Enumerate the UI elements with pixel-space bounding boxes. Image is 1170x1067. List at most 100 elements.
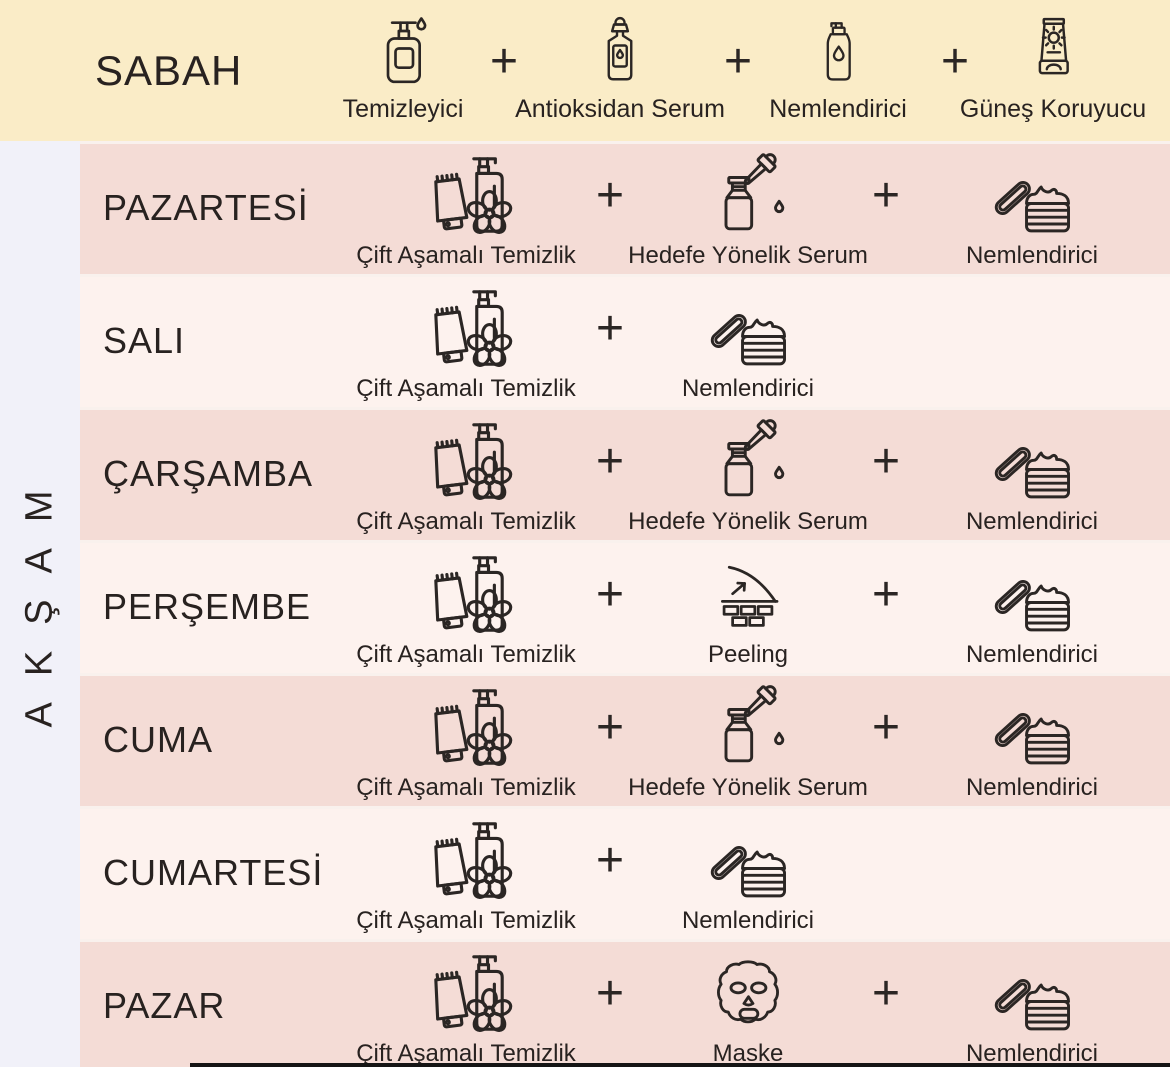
routine-step: Maske <box>598 944 898 1067</box>
cream-jar-icon <box>598 811 898 905</box>
step-label: Nemlendirici <box>681 907 815 934</box>
cream-jar-icon <box>882 412 1170 506</box>
plus-icon: + <box>871 701 901 754</box>
sheet-mask-icon <box>598 944 898 1038</box>
day-label: CUMARTESİ <box>103 852 324 894</box>
plus-icon: + <box>595 834 625 887</box>
day-row-pazar: PAZAR Çift Aşamalı Temizlik + <box>80 942 1170 1067</box>
morning-step-label: Antioksidan Serum <box>515 95 725 123</box>
morning-step-cleanser: Temizleyici <box>288 4 518 124</box>
step-label: Nemlendirici <box>965 242 1099 269</box>
morning-header: SABAH Temizleyici + Antioksidan Serum + <box>0 0 1170 141</box>
double-cleanse-icon <box>316 279 616 373</box>
routine-step: Hedefe Yönelik Serum <box>598 678 898 802</box>
routine-step: Nemlendirici <box>598 811 898 935</box>
cream-jar-icon <box>882 545 1170 639</box>
serum-dropper-icon <box>598 146 898 240</box>
routine-step: Nemlendirici <box>882 412 1170 536</box>
double-cleanse-icon <box>316 811 616 905</box>
step-label: Maske <box>712 1040 784 1067</box>
step-label: Hedefe Yönelik Serum <box>628 242 868 269</box>
morning-step-sunscreen: Güneş Koruyucu <box>938 4 1168 124</box>
morning-step-antioxidant-serum: Antioksidan Serum <box>505 4 735 124</box>
routine-step: Hedefe Yönelik Serum <box>598 146 898 270</box>
step-label: Çift Aşamalı Temizlik <box>356 1040 576 1067</box>
day-row-persembe: PERŞEMBE Çift Aşamalı Temizlik <box>80 543 1170 673</box>
routine-step: Çift Aşamalı Temizlik <box>316 279 616 403</box>
routine-step: Hedefe Yönelik Serum <box>598 412 898 536</box>
serum-dropper-icon <box>598 412 898 506</box>
routine-step: Çift Aşamalı Temizlik <box>316 811 616 935</box>
morning-step-label: Nemlendirici <box>769 95 907 123</box>
morning-step-label: Temizleyici <box>342 95 464 123</box>
plus-icon: + <box>723 35 753 88</box>
cream-jar-icon <box>882 678 1170 772</box>
day-row-cumartesi: CUMARTESİ Çift Aşamalı Temizlik <box>80 809 1170 939</box>
plus-icon: + <box>595 302 625 355</box>
double-cleanse-icon <box>316 944 616 1038</box>
routine-step: Çift Aşamalı Temizlik <box>316 146 616 270</box>
serum-dropper-icon <box>598 678 898 772</box>
lotion-bottle-icon <box>723 4 953 92</box>
cream-jar-icon <box>598 279 898 373</box>
day-row-sali: SALI Çift Aşamalı Temizlik + <box>80 277 1170 407</box>
day-label: PERŞEMBE <box>103 586 312 628</box>
step-label: Çift Aşamalı Temizlik <box>356 774 576 801</box>
morning-step-moisturizer: Nemlendirici <box>723 4 953 124</box>
pump-bottle-icon <box>288 4 518 92</box>
double-cleanse-icon <box>316 146 616 240</box>
day-label: CUMA <box>103 719 213 761</box>
plus-icon: + <box>871 568 901 621</box>
evening-sidebar: AKŞAM <box>0 141 80 1067</box>
step-label: Nemlendirici <box>681 375 815 402</box>
routine-step: Çift Aşamalı Temizlik <box>316 412 616 536</box>
routine-step: Nemlendirici <box>882 146 1170 270</box>
routine-step: Peeling <box>598 545 898 669</box>
day-label: PAZARTESİ <box>103 187 309 229</box>
day-row-pazartesi: PAZARTESİ Çift Aşamalı Temizlik <box>80 144 1170 274</box>
evening-title: AKŞAM <box>18 464 61 728</box>
step-label: Çift Aşamalı Temizlik <box>356 242 576 269</box>
routine-step: Nemlendirici <box>882 678 1170 802</box>
step-label: Hedefe Yönelik Serum <box>628 508 868 535</box>
bottom-crop-bar <box>190 1063 1170 1067</box>
step-label: Çift Aşamalı Temizlik <box>356 641 576 668</box>
double-cleanse-icon <box>316 545 616 639</box>
step-label: Peeling <box>707 641 789 668</box>
step-label: Nemlendirici <box>965 641 1099 668</box>
morning-title: SABAH <box>95 46 243 94</box>
plus-icon: + <box>871 967 901 1020</box>
plus-icon: + <box>595 701 625 754</box>
step-label: Çift Aşamalı Temizlik <box>356 508 576 535</box>
sunscreen-tube-icon <box>938 4 1168 92</box>
routine-step: Çift Aşamalı Temizlik <box>316 545 616 669</box>
step-label: Nemlendirici <box>965 774 1099 801</box>
plus-icon: + <box>595 435 625 488</box>
plus-icon: + <box>871 435 901 488</box>
day-label: ÇARŞAMBA <box>103 453 314 495</box>
routine-step: Nemlendirici <box>598 279 898 403</box>
plus-icon: + <box>940 35 970 88</box>
step-label: Çift Aşamalı Temizlik <box>356 907 576 934</box>
morning-step-label: Güneş Koruyucu <box>959 95 1147 123</box>
cream-jar-icon <box>882 146 1170 240</box>
double-cleanse-icon <box>316 412 616 506</box>
step-label: Nemlendirici <box>965 508 1099 535</box>
plus-icon: + <box>595 568 625 621</box>
step-label: Çift Aşamalı Temizlik <box>356 375 576 402</box>
routine-step: Çift Aşamalı Temizlik <box>316 678 616 802</box>
double-cleanse-icon <box>316 678 616 772</box>
plus-icon: + <box>489 35 519 88</box>
routine-step: Nemlendirici <box>882 944 1170 1067</box>
peeling-icon <box>598 545 898 639</box>
day-row-carsamba: ÇARŞAMBA Çift Aşamalı Temizlik <box>80 410 1170 540</box>
dropper-bottle-icon <box>505 4 735 92</box>
day-label: PAZAR <box>103 985 226 1027</box>
day-row-cuma: CUMA Çift Aşamalı Temizlik + <box>80 676 1170 806</box>
plus-icon: + <box>595 169 625 222</box>
step-label: Hedefe Yönelik Serum <box>628 774 868 801</box>
routine-step: Nemlendirici <box>882 545 1170 669</box>
day-label: SALI <box>103 320 186 362</box>
plus-icon: + <box>595 967 625 1020</box>
